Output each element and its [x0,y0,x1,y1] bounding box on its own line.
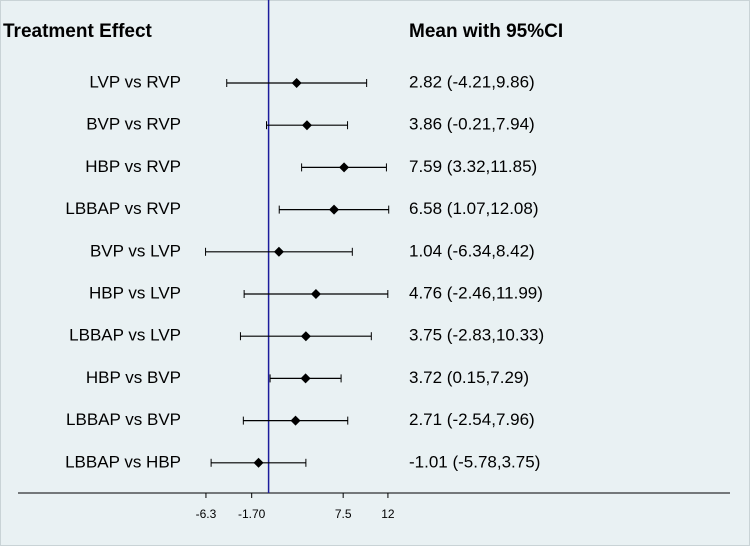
value-label: 3.75 (-2.83,10.33) [409,326,544,345]
mean-marker [253,457,264,468]
value-label: 4.76 (-2.46,11.99) [409,283,543,302]
value-label: 1.04 (-6.34,8.42) [409,241,535,260]
mean-marker [290,415,301,426]
value-label: 3.86 (-0.21,7.94) [409,115,535,134]
mean-marker [339,162,350,173]
row-label: LVP vs RVP [89,72,181,91]
mean-marker [291,78,302,88]
mean-marker [273,246,284,257]
value-label: 7.59 (3.32,11.85) [409,157,537,176]
row-label: LBBAP vs LVP [69,326,181,345]
row-label: LBBAP vs BVP [66,410,181,429]
column-header: Treatment Effect [3,21,153,42]
value-label: 2.71 (-2.54,7.96) [409,410,535,429]
x-tick-label: 7.5 [335,507,352,521]
row-label: HBP vs BVP [86,368,181,387]
value-label: -1.01 (-5.78,3.75) [409,452,540,471]
row-label: LBBAP vs HBP [65,452,181,471]
value-label: 2.82 (-4.21,9.86) [409,72,535,91]
x-tick-label: -6.3 [196,507,217,521]
mean-marker [300,331,311,342]
row-label: LBBAP vs RVP [65,199,181,218]
x-tick-label: 12 [381,507,395,521]
value-label: 3.72 (0.15,7.29) [409,368,529,387]
row-label: HBP vs RVP [85,157,181,176]
mean-marker [300,373,311,384]
row-label: HBP vs LVP [89,283,181,302]
row-label: BVP vs LVP [90,241,181,260]
mean-marker [310,289,321,299]
mean-marker [329,204,340,215]
x-tick-label: -1.70 [238,507,266,521]
column-header: Mean with 95%CI [409,21,563,42]
mean-marker [301,120,312,131]
value-label: 6.58 (1.07,12.08) [409,199,538,218]
row-label: BVP vs RVP [86,115,181,134]
